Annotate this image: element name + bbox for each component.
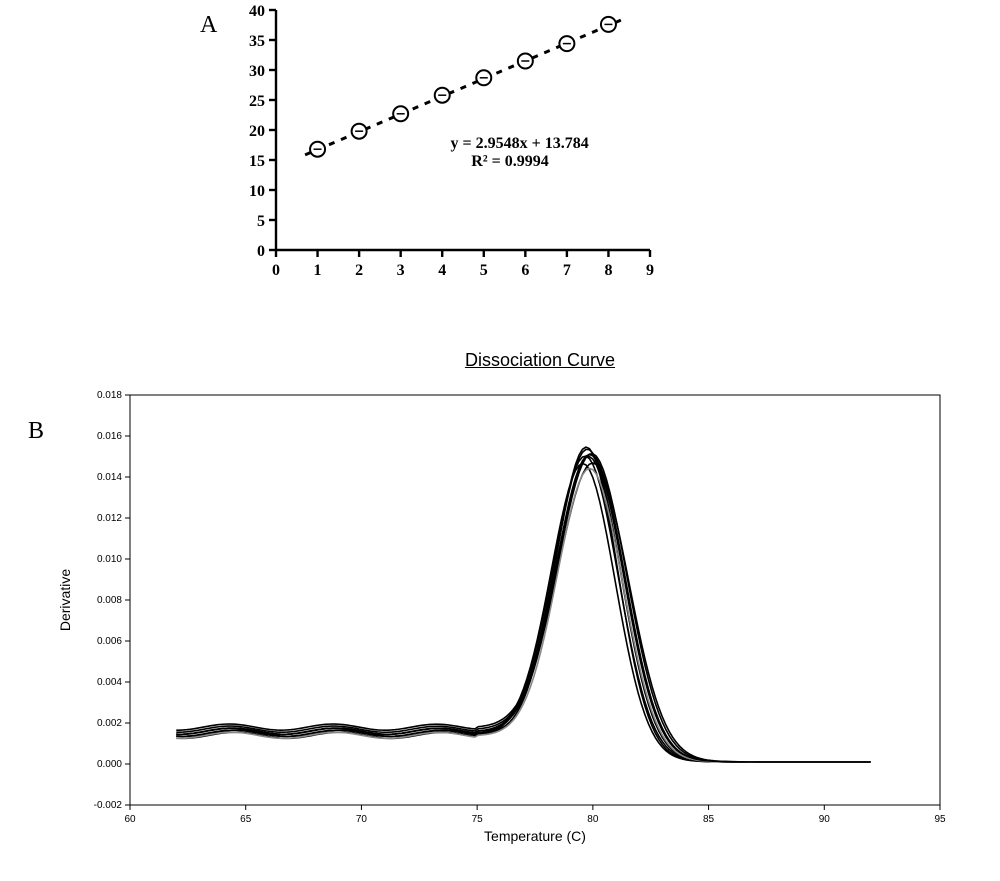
svg-text:60: 60 [124,814,136,825]
svg-text:-0.002: -0.002 [94,800,123,811]
standard-curve-chart: 0 5 10 15 20 25 30 35 40 0 1 2 3 4 5 6 7 8 9 y = 2.9548x + … [220,0,660,290]
svg-text:0.004: 0.004 [97,677,122,688]
svg-text:0.000: 0.000 [97,759,122,770]
svg-text:0: 0 [257,243,265,260]
svg-text:10: 10 [249,183,265,200]
svg-text:5: 5 [257,213,265,230]
svg-text:0.002: 0.002 [97,718,122,729]
svg-text:0.014: 0.014 [97,472,122,483]
svg-text:75: 75 [472,814,484,825]
svg-text:8: 8 [604,262,612,279]
svg-text:5: 5 [480,262,488,279]
svg-text:0.010: 0.010 [97,554,122,565]
svg-text:1: 1 [314,262,322,279]
svg-text:6: 6 [521,262,529,279]
svg-text:90: 90 [819,814,831,825]
svg-text:0.018: 0.018 [97,390,122,401]
svg-text:Derivative: Derivative [57,569,73,631]
svg-text:0.006: 0.006 [97,636,122,647]
svg-text:30: 30 [249,63,265,80]
svg-text:15: 15 [249,153,265,170]
svg-text:Temperature (C): Temperature (C) [484,828,586,844]
dissociation-curve-container: Dissociation Curve -0.002 0.000 0.002 0.004… [30,350,990,855]
svg-text:95: 95 [934,814,946,825]
svg-text:20: 20 [249,123,265,140]
dissociation-curve-chart: -0.002 0.000 0.002 0.004 0.006 0.008 0.010 0.01… [30,375,970,855]
svg-text:25: 25 [249,93,265,110]
svg-text:85: 85 [703,814,715,825]
svg-text:4: 4 [438,262,446,279]
svg-text:R² = 0.9994: R² = 0.9994 [471,153,548,170]
svg-text:9: 9 [646,262,654,279]
svg-text:2: 2 [355,262,363,279]
svg-text:70: 70 [356,814,368,825]
svg-text:80: 80 [587,814,599,825]
svg-text:35: 35 [249,33,265,50]
svg-text:0.008: 0.008 [97,595,122,606]
panel-a-label: A [200,12,217,39]
svg-text:3: 3 [397,262,405,279]
svg-text:65: 65 [240,814,252,825]
svg-text:7: 7 [563,262,571,279]
svg-text:y = 2.9548x + 13.784: y = 2.9548x + 13.784 [451,135,589,152]
svg-text:0.016: 0.016 [97,431,122,442]
dissociation-curve-title: Dissociation Curve [90,350,990,371]
svg-text:0.012: 0.012 [97,513,122,524]
svg-text:40: 40 [249,3,265,20]
svg-text:0: 0 [272,262,280,279]
